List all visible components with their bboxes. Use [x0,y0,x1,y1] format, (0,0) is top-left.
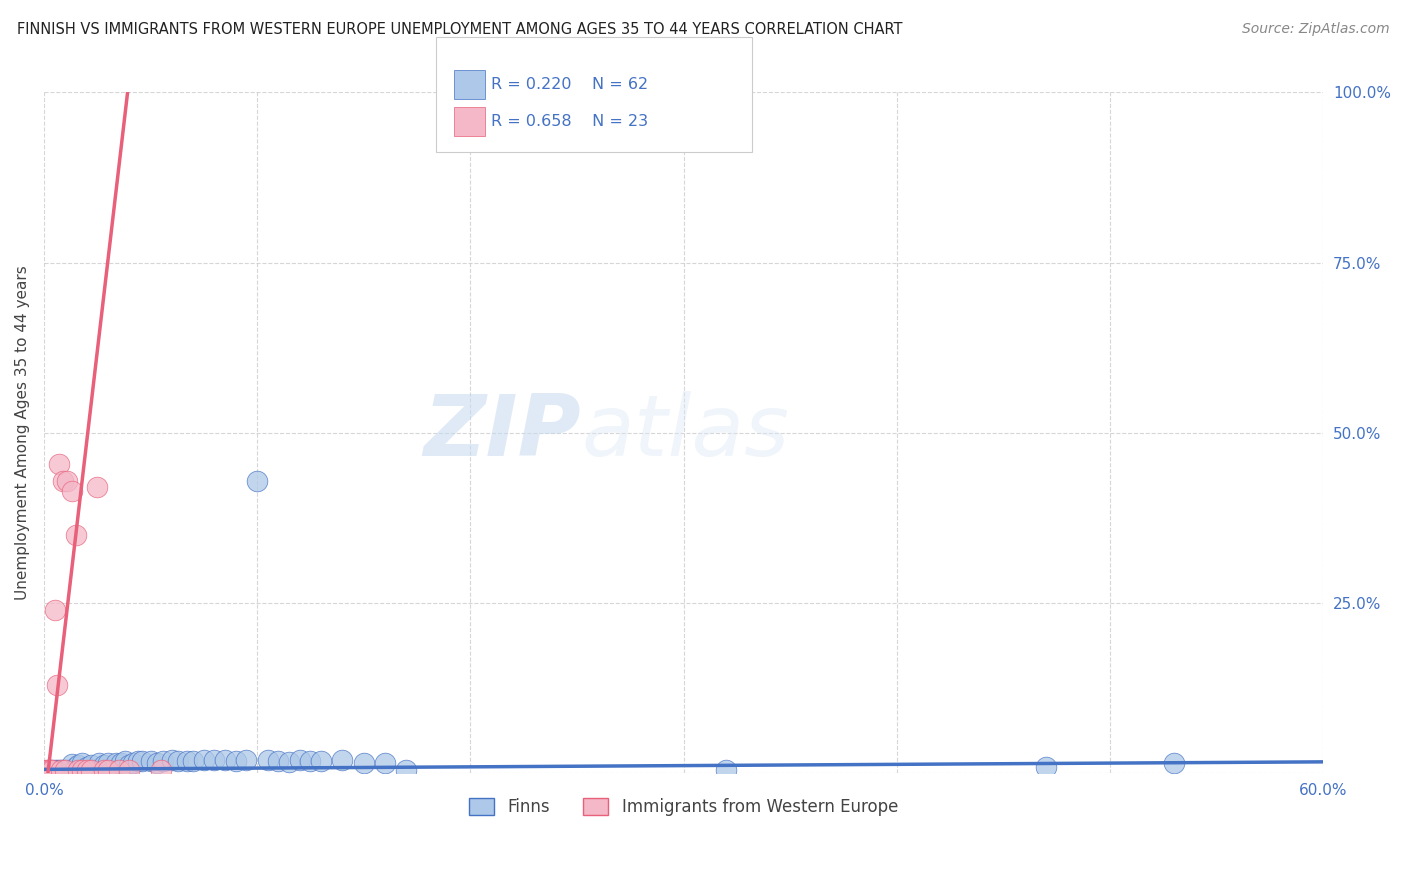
Point [35,763,58,777]
Point [131,754,153,768]
Point [66,758,89,772]
Point [37,763,59,777]
Point [176,754,198,768]
Point [309,754,332,768]
Point [97,763,120,777]
Point [80,758,103,772]
Point [58,763,80,777]
Point [214,753,236,767]
Point [44,603,66,617]
Point [41,763,63,777]
Point [69,763,91,777]
Point [48,457,70,471]
Point [80,763,103,777]
Point [160,753,183,767]
Point [150,763,173,777]
Point [110,756,132,771]
Point [97,756,120,771]
Point [278,755,301,769]
Point [72,763,94,777]
Point [44,764,66,778]
Point [193,753,215,767]
Point [93,763,115,777]
Point [86,480,108,494]
Point [101,763,124,777]
Legend: Finns, Immigrants from Western Europe: Finns, Immigrants from Western Europe [463,791,904,823]
Point [395,763,418,777]
Point [332,753,354,767]
Point [235,753,257,767]
Point [299,754,322,768]
Point [45,678,67,692]
Point [65,759,87,773]
Point [45,764,67,778]
Point [225,754,247,768]
Point [60,756,83,771]
Point [49,763,72,777]
Point [65,528,87,542]
Point [76,763,98,777]
Point [114,754,136,768]
Point [76,759,98,773]
Point [39,763,62,777]
Point [44,763,66,777]
Point [716,763,738,777]
Point [288,753,311,767]
Point [1035,759,1057,773]
Text: R = 0.220    N = 62: R = 0.220 N = 62 [491,77,648,92]
Y-axis label: Unemployment Among Ages 35 to 44 years: Unemployment Among Ages 35 to 44 years [15,266,30,600]
Point [93,758,115,772]
Text: atlas: atlas [581,392,789,475]
Point [353,756,375,770]
Point [267,754,290,768]
Point [374,756,396,771]
Point [37,763,59,777]
Point [204,753,226,767]
Point [122,756,145,771]
Point [167,754,190,768]
Point [118,757,141,772]
Point [127,754,149,768]
Point [48,763,70,777]
Point [146,756,169,771]
Point [56,474,79,488]
Point [181,754,204,768]
Point [84,763,107,777]
Point [107,763,129,777]
Text: ZIP: ZIP [423,392,581,475]
Text: R = 0.658    N = 23: R = 0.658 N = 23 [491,114,648,129]
Point [1163,756,1185,771]
Point [53,763,76,777]
Point [48,764,70,779]
Point [52,474,75,488]
Point [39,763,62,777]
Point [56,763,79,777]
Point [41,764,63,779]
Point [89,756,111,771]
Point [66,763,89,777]
Point [60,483,83,498]
Point [62,763,84,777]
Point [52,763,75,777]
Point [246,474,269,488]
Point [53,764,76,779]
Point [49,763,72,777]
Point [152,754,174,768]
Point [72,756,94,771]
Point [256,753,278,767]
Point [118,763,141,777]
Text: FINNISH VS IMMIGRANTS FROM WESTERN EUROPE UNEMPLOYMENT AMONG AGES 35 TO 44 YEARS: FINNISH VS IMMIGRANTS FROM WESTERN EUROP… [17,22,903,37]
Point [53,763,76,777]
Point [105,756,128,770]
Text: Source: ZipAtlas.com: Source: ZipAtlas.com [1241,22,1389,37]
Point [139,754,162,768]
Point [45,763,67,777]
Point [41,763,63,777]
